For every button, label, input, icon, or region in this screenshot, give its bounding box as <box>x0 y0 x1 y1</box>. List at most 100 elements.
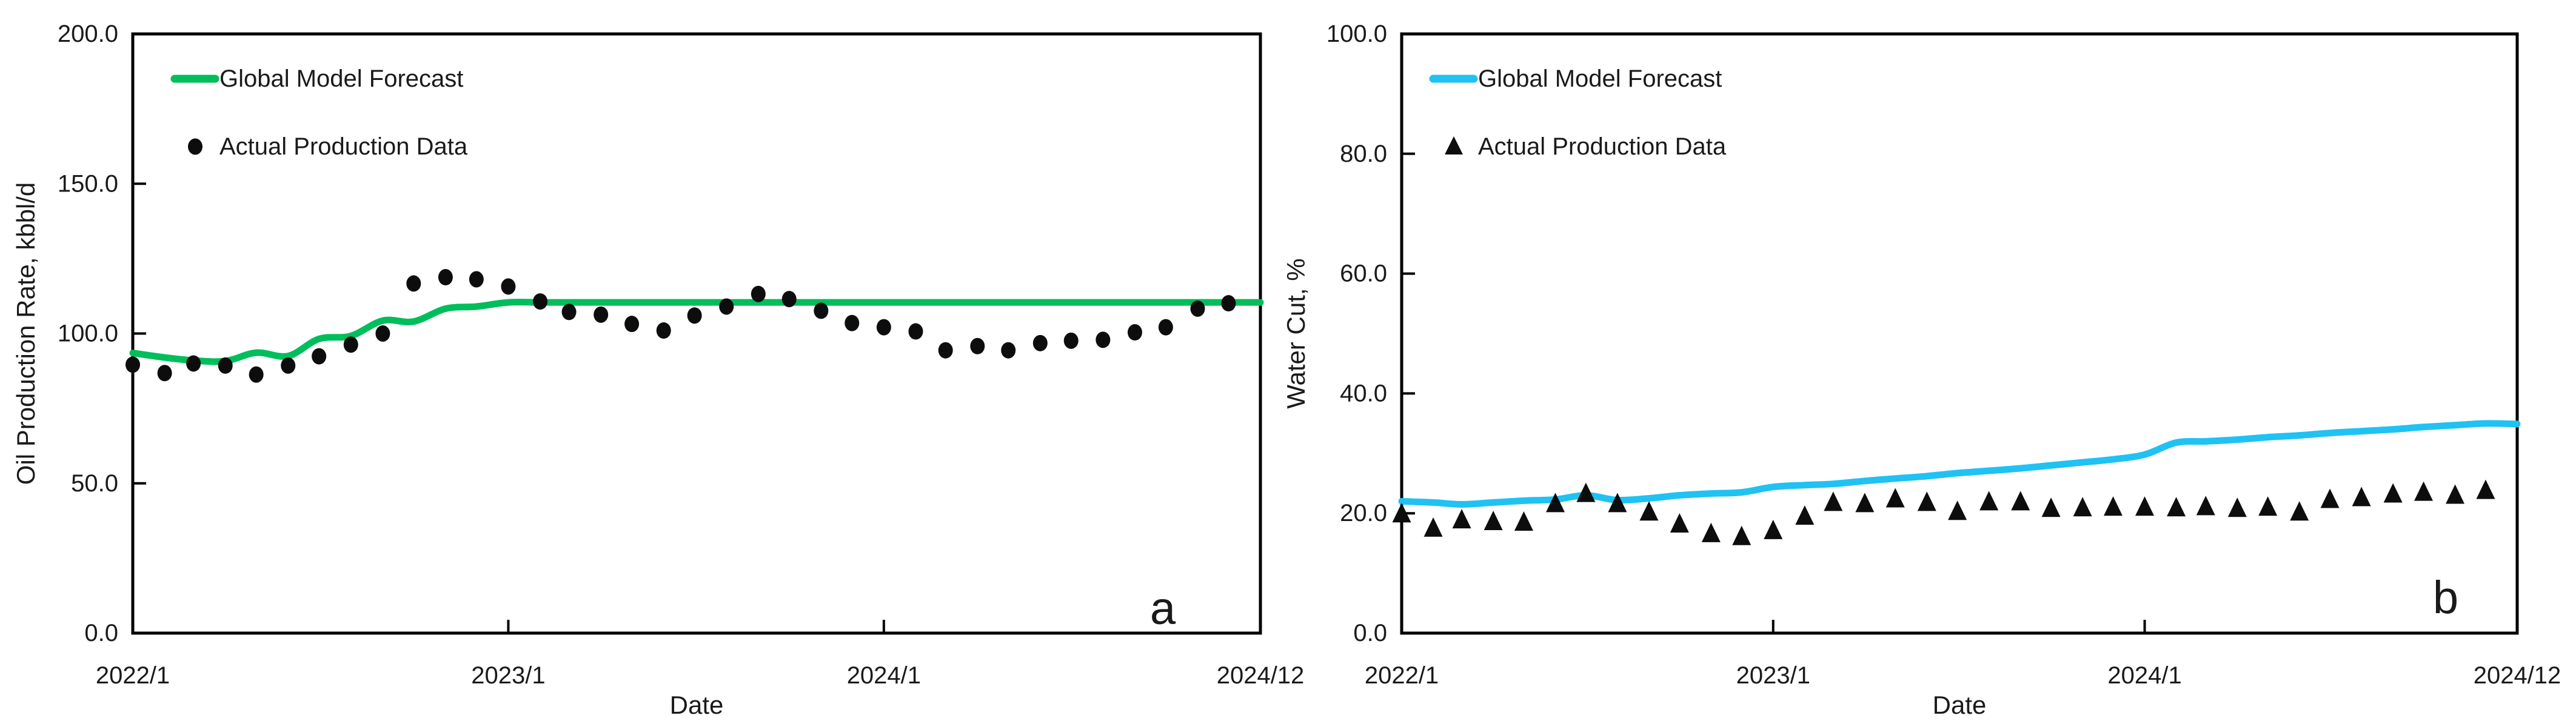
data-point-marker <box>751 285 766 302</box>
data-point-marker <box>2196 496 2215 516</box>
data-point-marker <box>2073 497 2092 517</box>
panel-label-b: b <box>2433 572 2458 623</box>
data-point-marker <box>1452 509 1471 529</box>
data-point-marker <box>1824 491 1843 511</box>
legend-label: Actual Production Data <box>219 133 468 160</box>
data-point-marker <box>2041 497 2061 517</box>
y-tick-label: 40.0 <box>1340 380 1387 407</box>
data-point-marker <box>938 342 953 359</box>
data-point-marker <box>1670 513 1689 533</box>
data-point-marker <box>2414 481 2434 501</box>
data-point-marker <box>1732 525 1751 545</box>
data-point-marker <box>2476 479 2495 499</box>
data-point-marker <box>343 336 358 353</box>
data-point-marker <box>2104 496 2123 516</box>
data-point-marker <box>656 322 671 339</box>
data-point-marker <box>781 291 797 308</box>
y-axis-title: Water Cut, % <box>1282 258 1310 408</box>
data-point-marker <box>533 293 548 310</box>
data-point-marker <box>561 304 577 320</box>
y-tick-label: 100.0 <box>58 320 118 347</box>
forecast-line <box>129 299 1264 365</box>
x-tick-label: 2023/1 <box>471 662 545 689</box>
data-point-marker <box>1764 519 1783 539</box>
data-point-marker <box>157 365 172 382</box>
data-point-marker <box>186 355 201 372</box>
data-point-marker <box>1514 511 1533 531</box>
data-point-marker <box>1795 505 1815 525</box>
data-point-marker <box>281 357 296 374</box>
data-point-marker <box>687 307 702 324</box>
data-point-marker <box>594 306 609 323</box>
data-point-marker <box>1639 501 1659 521</box>
data-point-marker <box>2258 496 2278 516</box>
data-point-marker <box>1392 503 1411 523</box>
data-point-marker <box>876 319 891 336</box>
x-tick-label: 2022/1 <box>1365 662 1439 689</box>
x-tick-label: 2024/1 <box>2107 662 2181 689</box>
data-point-marker <box>218 357 233 374</box>
y-tick-label: 0.0 <box>84 620 118 646</box>
x-tick-label: 2024/12 <box>1217 662 1305 689</box>
data-point-marker <box>501 278 516 295</box>
data-point-marker <box>1127 324 1142 341</box>
y-tick-label: 100.0 <box>1326 21 1387 47</box>
panel-label-a: a <box>1150 583 1176 634</box>
data-point-marker <box>624 316 640 333</box>
data-point-marker <box>1221 295 1236 312</box>
chart-a: 0.0 50.0 100.0 150.0 200.0 2022/1 2023/1 2024/1… <box>12 21 1304 719</box>
data-point-marker <box>469 271 484 288</box>
y-tick-label: 60.0 <box>1340 261 1387 287</box>
data-point-marker <box>312 348 327 365</box>
data-point-marker <box>2290 501 2309 521</box>
data-point-marker <box>2227 497 2247 517</box>
plot-border <box>1400 32 2519 635</box>
data-point-marker <box>1885 488 1905 508</box>
plot-border <box>131 32 1262 635</box>
data-point-marker <box>125 356 140 373</box>
data-point-marker <box>406 275 421 292</box>
x-tick-label: 2023/1 <box>1736 662 1810 689</box>
data-point-marker <box>814 302 829 319</box>
data-point-marker <box>1979 491 1999 511</box>
x-axis-title: Date <box>1933 691 1987 719</box>
y-tick-label: 0.0 <box>1353 620 1387 646</box>
y-tick-label: 200.0 <box>58 21 118 47</box>
data-point-marker <box>375 325 390 342</box>
data-point-marker <box>1546 493 1565 513</box>
data-point-marker <box>970 337 985 354</box>
data-point-marker <box>1948 500 1967 520</box>
data-point-marker <box>1701 522 1721 542</box>
chart-b: 0.0 20.0 40.0 60.0 80.0 100.0 2022/1 2023/1 2024… <box>1282 21 2561 719</box>
data-point-marker <box>438 269 453 286</box>
data-point-marker <box>845 314 860 331</box>
data-point-marker <box>2167 497 2186 517</box>
forecast-line <box>1398 420 2521 508</box>
y-axis-title: Oil Production Rate, kbbl/d <box>12 182 40 485</box>
data-point-marker <box>1484 511 1503 531</box>
x-axis-title: Date <box>670 691 724 719</box>
data-point-marker <box>2011 491 2030 511</box>
data-point-marker <box>1423 517 1443 537</box>
y-tick-label: 80.0 <box>1340 141 1387 167</box>
y-tick-label: 50.0 <box>71 470 118 497</box>
data-point-marker <box>1032 334 1048 351</box>
data-point-marker <box>1158 319 1173 336</box>
legend-label: Global Model Forecast <box>219 65 463 92</box>
y-tick-label: 20.0 <box>1340 500 1387 526</box>
data-point-marker <box>1576 482 1596 502</box>
data-point-marker <box>2320 488 2340 508</box>
data-point-marker <box>2135 496 2155 516</box>
data-point-marker <box>1001 342 1016 359</box>
data-point-marker <box>908 323 923 340</box>
data-point-marker <box>249 366 264 383</box>
data-point-marker <box>719 298 734 315</box>
data-point-marker <box>2383 483 2403 503</box>
data-point-marker <box>1917 491 1936 511</box>
data-point-marker <box>2352 487 2371 506</box>
data-point-marker <box>1190 300 1205 317</box>
x-tick-label: 2024/1 <box>847 662 921 689</box>
y-tick-label: 150.0 <box>58 170 118 197</box>
